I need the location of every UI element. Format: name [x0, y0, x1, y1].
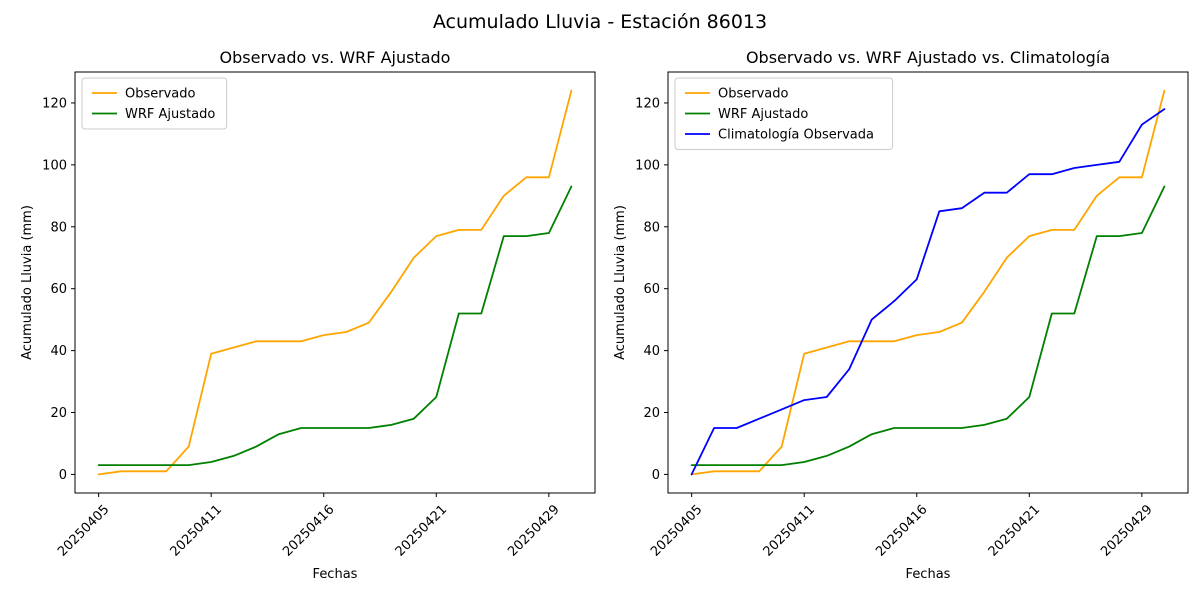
y-tick-label: 0 [59, 468, 67, 483]
legend-label: WRF Ajustado [718, 107, 808, 122]
x-tick-label: 20250416 [873, 502, 930, 559]
legend: Observado WRF Ajustado [81, 77, 228, 130]
legend: Observado WRF Ajustado Climatología Observ… [674, 77, 894, 150]
legend-label: Climatología Observada [718, 128, 874, 143]
x-axis-label: Fechas [313, 567, 358, 582]
legend-item-observado: Observado [685, 87, 789, 102]
subplot-title: Observado vs. WRF Ajustado vs. Climatolo… [746, 48, 1110, 67]
legend-box [81, 77, 228, 130]
legend-item-wrf-ajustado: WRF Ajustado [685, 107, 808, 122]
y-tick-label: 40 [643, 344, 660, 359]
y-tick-label: 0 [652, 468, 660, 483]
x-tick-label: 20250421 [986, 502, 1043, 559]
right-chart: Observado vs. WRF Ajustado vs. Climatolo… [613, 48, 1189, 582]
legend-item-wrf-ajustado: WRF Ajustado [92, 107, 215, 122]
legend-label: WRF Ajustado [125, 107, 215, 122]
y-tick-label: 100 [635, 158, 660, 173]
series-wrf-ajustado-line [97, 185, 573, 467]
y-axis-label: Acumulado Lluvia (mm) [613, 205, 628, 360]
y-tick-label: 80 [50, 220, 67, 235]
x-tick-label: 20250429 [505, 502, 562, 559]
y-tick-label: 100 [42, 158, 67, 173]
legend-box [674, 77, 894, 150]
series-observado-line [97, 89, 573, 476]
figure-title: Acumulado Lluvia - Estación 86013 [432, 11, 768, 33]
y-tick-label: 120 [635, 96, 660, 111]
y-tick-label: 60 [50, 282, 67, 297]
y-tick-label: 80 [643, 220, 660, 235]
y-axis-label: Acumulado Lluvia (mm) [20, 205, 35, 360]
legend-label: Observado [718, 87, 789, 102]
x-tick-label: 20250411 [168, 502, 225, 559]
legend-label: Observado [125, 87, 196, 102]
x-tick-label: 20250405 [648, 502, 705, 559]
x-tick-label: 20250411 [761, 502, 818, 559]
legend-item-observado: Observado [92, 87, 196, 102]
axes-frame [74, 71, 596, 494]
y-tick-label: 20 [643, 406, 660, 421]
y-tick-label: 60 [643, 282, 660, 297]
series-wrf-ajustado-line [690, 185, 1166, 467]
series-observado-line [690, 89, 1166, 476]
y-tick-label: 120 [42, 96, 67, 111]
x-tick-label: 20250416 [280, 502, 337, 559]
x-tick-label: 20250421 [393, 502, 450, 559]
subplot-title: Observado vs. WRF Ajustado [220, 48, 451, 67]
left-chart: Observado vs. WRF Ajustado 0 20 40 60 80 100 12… [20, 48, 596, 582]
legend-item-climatolog-a-observada: Climatología Observada [685, 128, 874, 143]
series-climatolog-a-observada-line [690, 108, 1166, 476]
y-tick-label: 40 [50, 344, 67, 359]
x-tick-label: 20250429 [1098, 502, 1155, 559]
x-tick-label: 20250405 [55, 502, 112, 559]
x-axis-label: Fechas [906, 567, 951, 582]
y-tick-label: 20 [50, 406, 67, 421]
